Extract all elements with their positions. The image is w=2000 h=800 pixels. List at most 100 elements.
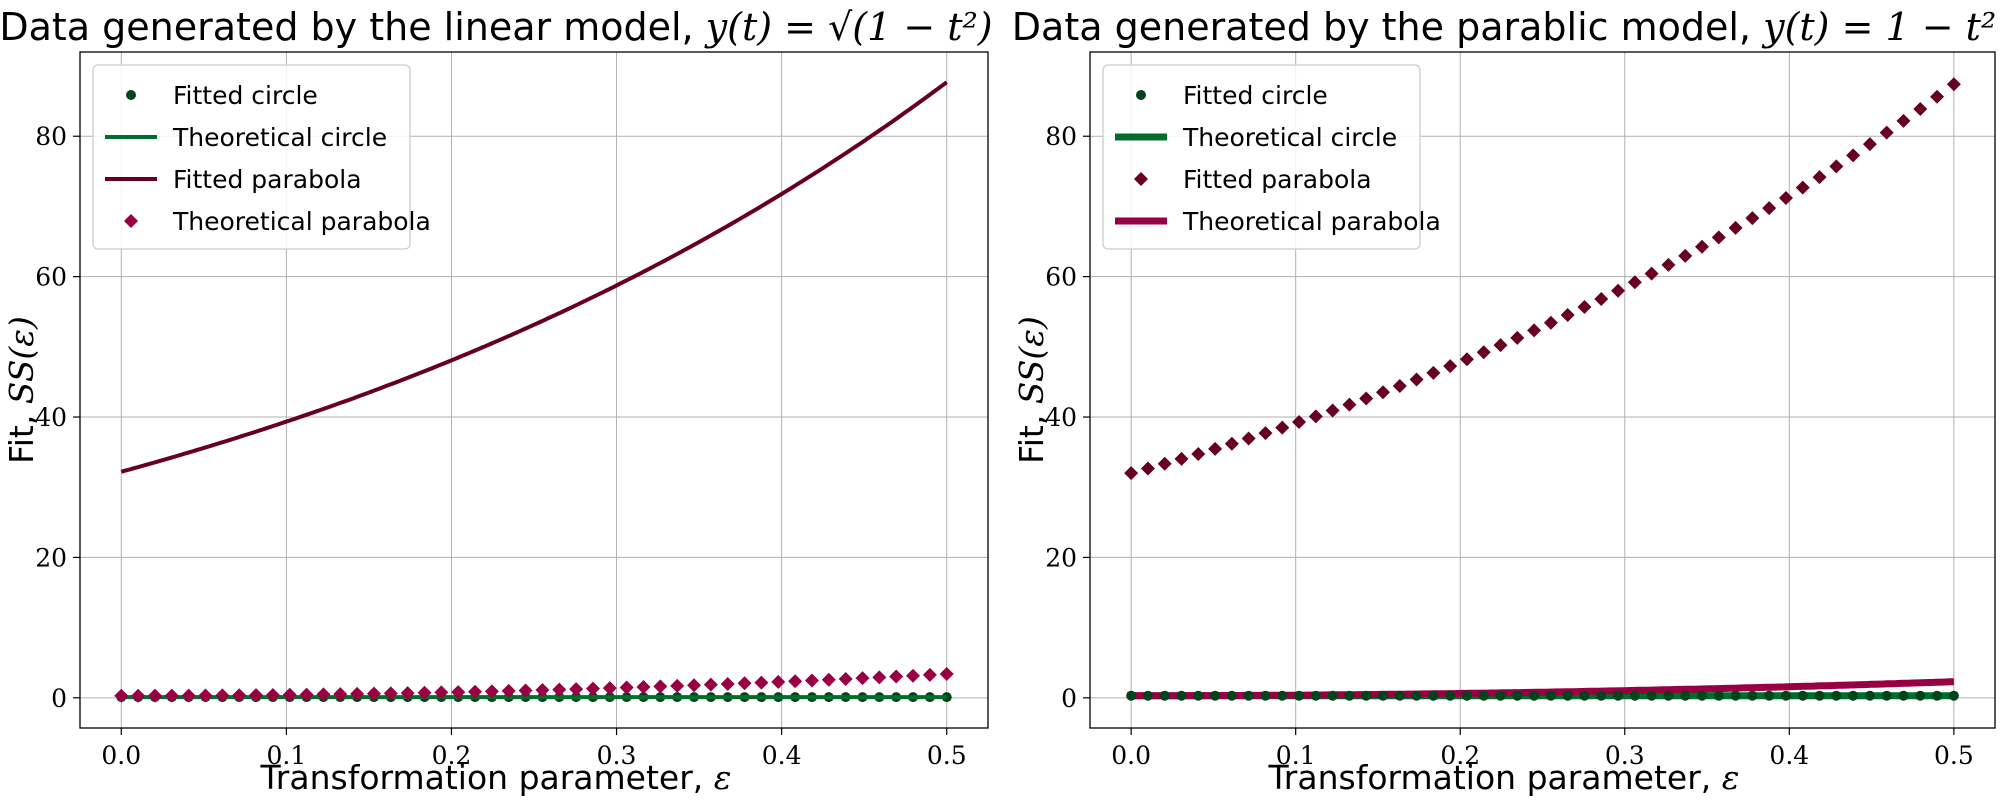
left-legend-label-fitted-parabola: Fitted parabola: [173, 165, 362, 194]
right-fitted-parabola-point: [1678, 248, 1693, 263]
left-theoretical-parabola-point: [265, 687, 280, 702]
left-xlabel-text: Transformation parameter,: [260, 758, 714, 797]
right-fitted-circle-point: [1512, 690, 1523, 701]
left-theoretical-parabola-point: [249, 688, 264, 703]
right-fitted-parabola-point: [1292, 415, 1307, 430]
left-theoretical-parabola-point: [804, 673, 819, 688]
right-fitted-parabola-point: [1426, 365, 1441, 380]
left-theoretical-parabola-point: [670, 678, 685, 693]
right-fitted-circle-point: [1932, 690, 1943, 701]
right-fitted-circle-point: [1596, 690, 1607, 701]
left-x-tick-label-2: 0.2: [432, 741, 472, 770]
right-ylabel-text: Fit,: [1012, 404, 1051, 464]
right-fitted-circle-point: [1294, 690, 1305, 701]
right-fitted-circle-point: [1697, 690, 1708, 701]
right-x-tick-label-0: 0.0: [1111, 741, 1151, 770]
right-fitted-parabola-point: [1644, 266, 1659, 281]
right-fitted-parabola-point: [1829, 159, 1844, 174]
left-y-axis-label: Fit, SS(ε): [2, 316, 41, 464]
right-y-axis-label: Fit, SS(ε): [1012, 316, 1051, 464]
left-y-tick-label-1: 20: [35, 543, 67, 572]
right-fitted-parabola-point: [1208, 441, 1223, 456]
left-y-tick-label-2: 40: [35, 403, 67, 432]
right-fitted-circle-point: [1646, 690, 1657, 701]
right-legend-swatch-fitted-parabola: [1134, 172, 1148, 186]
left-x-ticks: 0.0 0.1 0.2 0.3 0.4 0.5: [101, 728, 967, 770]
left-axes-frame: [79, 51, 989, 729]
left-theoretical-parabola-point: [282, 687, 297, 702]
left-fitted-parabola-line: [120, 80, 948, 474]
right-fitted-circle-point: [1747, 690, 1758, 701]
right-axes-frame: [1089, 51, 1996, 729]
right-fitted-parabola-point: [1661, 257, 1676, 272]
right-plot-series: [1124, 77, 1961, 701]
right-fitted-parabola-point: [1930, 89, 1945, 104]
right-fitted-circle-point: [1629, 690, 1640, 701]
left-chart-panel: 0.0 0.1 0.2 0.3 0.4 0.5 0 20 40 60 80 Data genera…: [0, 5, 993, 797]
left-theoretical-parabola-point: [602, 681, 617, 696]
right-fitted-circle-point: [1478, 690, 1489, 701]
right-fitted-parabola-point: [1124, 466, 1139, 481]
right-fitted-parabola-point: [1543, 315, 1558, 330]
right-fitted-circle-point: [1780, 690, 1791, 701]
left-theoretical-parabola-point: [939, 666, 954, 681]
right-fitted-circle-point: [1159, 690, 1170, 701]
left-y-tick-label-0: 0: [51, 684, 67, 713]
right-fitted-circle-point: [1226, 690, 1237, 701]
left-legend-label-fitted-circle: Fitted circle: [173, 81, 318, 110]
left-theoretical-parabola-point: [299, 687, 314, 702]
left-theoretical-parabola-point: [484, 684, 499, 699]
left-fitted-circle-point: [941, 692, 952, 703]
right-title-math: y(t) = 1 − t²: [1761, 5, 1996, 49]
left-theoretical-parabola-point: [316, 687, 331, 702]
left-legend-swatch-fitted-circle: [126, 90, 136, 100]
right-legend-label-theoretical-parabola: Theoretical parabola: [1182, 207, 1441, 236]
right-fitted-circle-point: [1915, 690, 1926, 701]
right-fitted-parabola-point: [1157, 456, 1172, 471]
left-theoretical-parabola-point: [720, 676, 735, 691]
right-fitted-circle-point: [1344, 690, 1355, 701]
right-fitted-parabola-point: [1308, 409, 1323, 424]
right-fitted-circle-point: [1193, 690, 1204, 701]
left-theoretical-parabola-point: [855, 671, 870, 686]
left-legend-label-theoretical-parabola: Theoretical parabola: [172, 207, 431, 236]
left-theoretical-parabola-point: [737, 676, 752, 691]
left-title-text: Data generated by the linear model,: [0, 5, 706, 49]
right-x-ticks: 0.0 0.1 0.2 0.3 0.4 0.5: [1111, 728, 1974, 770]
left-ylabel-math: SS(ε): [2, 316, 41, 404]
right-fitted-parabola-point: [1695, 239, 1710, 254]
left-theoretical-parabola-point: [906, 668, 921, 683]
right-fitted-parabola-point: [1375, 385, 1390, 400]
left-theoretical-parabola-point: [400, 686, 415, 701]
right-x-tick-label-2: 0.2: [1440, 741, 1480, 770]
right-chart-panel: 0.0 0.1 0.2 0.3 0.4 0.5 0 20 40 60 80 Data genera…: [1012, 5, 1996, 797]
right-x-tick-label-5: 0.5: [1934, 741, 1974, 770]
left-title-math: y(t) = √(1 − t²): [704, 5, 993, 49]
left-legend: Fitted circle Theoretical circle Fitted pa…: [92, 64, 431, 250]
right-legend-swatch-fitted-circle: [1136, 90, 1146, 100]
right-fitted-circle-point: [1663, 690, 1674, 701]
left-theoretical-parabola-point: [131, 688, 146, 703]
left-theoretical-parabola-point: [703, 677, 718, 692]
left-theoretical-parabola-point: [922, 667, 937, 682]
left-ylabel-text: Fit,: [2, 404, 41, 464]
left-theoretical-parabola-point: [181, 688, 196, 703]
right-xlabel-math: ε: [1722, 758, 1740, 797]
right-fitted-parabola-point: [1762, 201, 1777, 216]
right-y-tick-label-4: 80: [1045, 122, 1077, 151]
right-fitted-parabola-point: [1627, 275, 1642, 290]
left-theoretical-parabola-markers: [114, 666, 954, 703]
right-fitted-circle-point: [1260, 690, 1271, 701]
left-theoretical-parabola-point: [451, 685, 466, 700]
right-fitted-parabola-point: [1443, 359, 1458, 374]
right-fitted-circle-point: [1529, 690, 1540, 701]
right-chart-title: Data generated by the parablic model, y(…: [1012, 5, 1996, 49]
right-fitted-circle-point: [1411, 690, 1422, 701]
left-theoretical-parabola-point: [788, 674, 803, 689]
right-fitted-parabola-point: [1728, 220, 1743, 235]
left-theoretical-parabola-point: [636, 679, 651, 694]
left-theoretical-parabola-point: [619, 680, 634, 695]
left-theoretical-parabola-point: [147, 688, 162, 703]
right-fitted-parabola-point: [1191, 446, 1206, 461]
